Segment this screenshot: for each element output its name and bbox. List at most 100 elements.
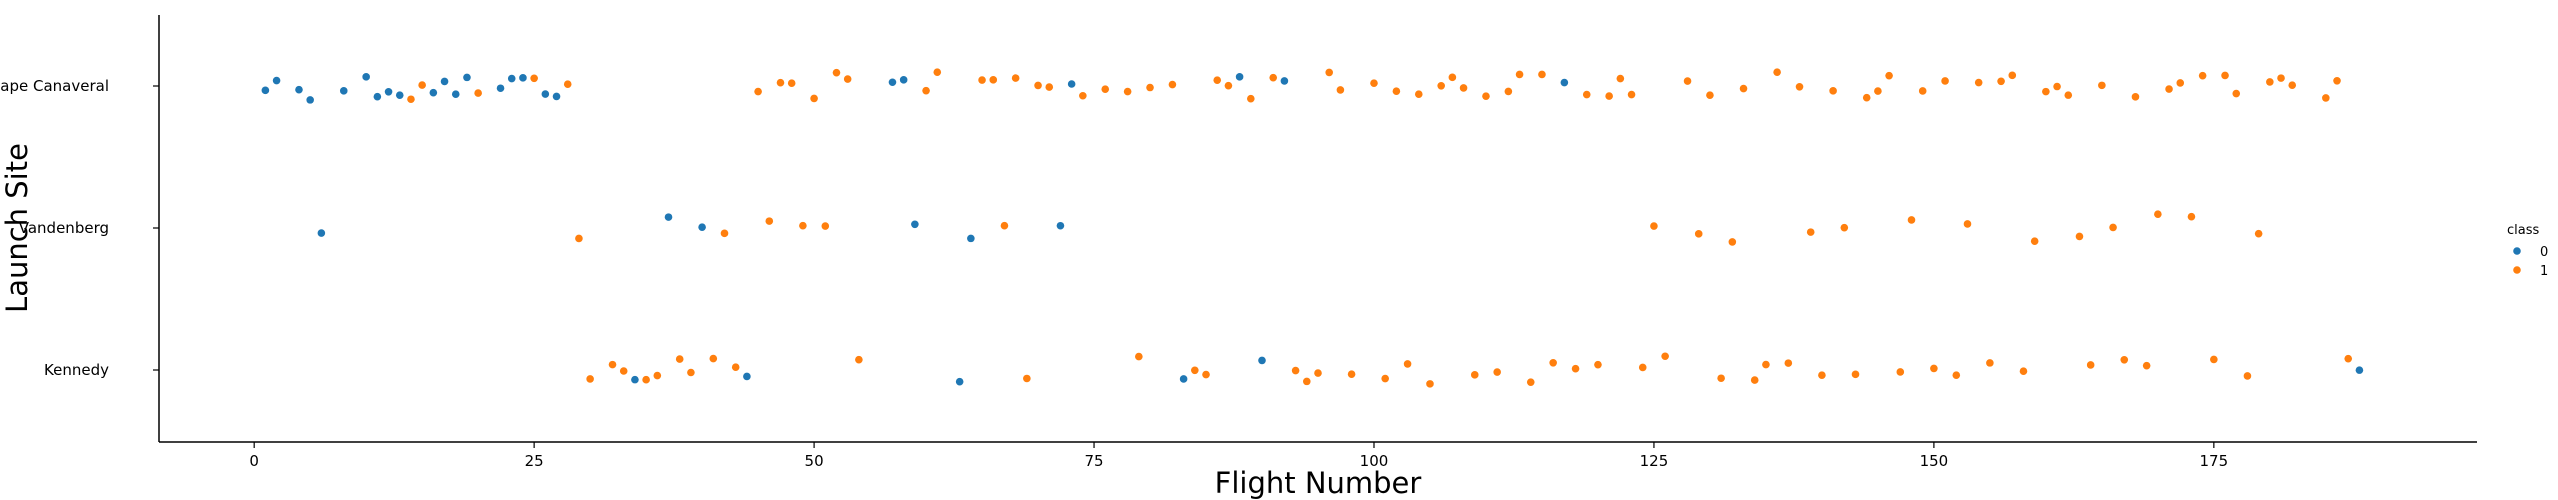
data-point-class-0 — [440, 77, 449, 86]
data-point-class-1 — [642, 375, 650, 384]
data-point-class-1 — [1392, 87, 1401, 95]
legend-marker-class-0 — [2513, 247, 2521, 255]
data-point-class-0 — [888, 78, 897, 87]
data-point-class-0 — [317, 229, 326, 237]
data-point-class-1 — [1661, 352, 1669, 361]
data-point-class-1 — [1526, 378, 1535, 386]
data-point-class-1 — [1829, 87, 1837, 95]
data-point-class-1 — [1482, 92, 1490, 100]
data-point-class-1 — [1806, 228, 1815, 236]
data-point-class-0 — [362, 73, 370, 81]
data-point-class-1 — [1515, 70, 1524, 79]
y-tick-label: Vandenberg — [19, 219, 109, 237]
x-tick-label: 175 — [2200, 452, 2229, 470]
data-point-class-1 — [2198, 71, 2207, 80]
points-layer — [261, 68, 2364, 388]
data-point-class-1 — [1638, 363, 1647, 372]
data-point-class-1 — [855, 355, 863, 364]
x-tick-label: 125 — [1640, 452, 1669, 470]
data-point-class-1 — [1224, 81, 1233, 90]
data-point-class-1 — [1414, 90, 1423, 98]
data-point-class-1 — [1123, 87, 1132, 96]
x-tick-label: 100 — [1360, 452, 1389, 470]
data-point-class-1 — [1448, 73, 1457, 82]
data-point-class-1 — [989, 76, 998, 84]
y-tick-label: Kennedy — [44, 361, 109, 379]
data-point-class-1 — [530, 74, 538, 83]
data-point-class-0 — [395, 91, 404, 99]
data-point-class-1 — [1023, 374, 1031, 383]
data-point-class-1 — [2064, 91, 2073, 99]
data-point-class-1 — [1963, 220, 1972, 228]
data-point-class-0 — [295, 85, 303, 94]
data-point-class-1 — [1426, 380, 1434, 388]
data-point-class-1 — [1381, 374, 1389, 383]
data-point-class-1 — [1627, 90, 1636, 99]
data-point-class-1 — [1605, 92, 1613, 100]
data-point-class-1 — [1795, 83, 1804, 91]
data-point-class-1 — [1918, 87, 1927, 95]
data-point-class-1 — [1582, 90, 1591, 99]
data-point-class-0 — [1056, 221, 1065, 230]
data-point-class-1 — [2086, 361, 2095, 369]
data-point-class-1 — [1403, 360, 1412, 368]
data-point-class-1 — [1706, 91, 1714, 99]
data-point-class-1 — [2266, 78, 2274, 86]
x-tick-label: 75 — [1084, 452, 1103, 470]
data-point-class-1 — [1784, 359, 1793, 367]
data-point-class-1 — [1941, 77, 1949, 85]
data-point-class-1 — [2165, 85, 2173, 93]
data-point-class-1 — [2187, 212, 2196, 221]
data-point-class-1 — [1896, 368, 1905, 376]
data-point-class-1 — [1347, 370, 1356, 378]
x-tick-label: 150 — [1920, 452, 1949, 470]
x-tick-label: 25 — [525, 452, 544, 470]
data-point-class-1 — [2221, 71, 2229, 80]
data-point-class-1 — [1571, 364, 1580, 373]
data-point-class-1 — [810, 94, 818, 103]
data-point-class-1 — [754, 87, 762, 96]
legend-label-class-0: 0 — [2540, 245, 2548, 260]
data-point-class-1 — [1728, 238, 1737, 246]
data-point-class-0 — [2355, 366, 2364, 374]
data-point-class-1 — [575, 234, 583, 243]
x-ticks: 0 25 50 75 100 125 150 175 — [249, 442, 2228, 470]
legend-marker-class-1 — [2513, 266, 2521, 274]
data-point-class-0 — [899, 76, 908, 84]
data-point-class-1 — [2254, 229, 2263, 238]
data-point-class-1 — [1952, 371, 1961, 379]
data-point-class-0 — [743, 372, 751, 381]
data-point-class-0 — [463, 73, 471, 82]
data-point-class-1 — [1470, 371, 1479, 379]
y-ticks: Cape Canaveral Vandenberg Kennedy — [0, 77, 159, 379]
data-point-class-1 — [1907, 216, 1916, 224]
data-point-class-0 — [306, 96, 314, 104]
data-point-class-1 — [2232, 89, 2241, 98]
data-point-class-1 — [1616, 74, 1625, 83]
data-point-class-0 — [519, 74, 527, 82]
data-point-class-0 — [1235, 73, 1244, 81]
data-point-class-1 — [1594, 360, 1602, 369]
data-point-class-1 — [1818, 371, 1826, 380]
data-point-class-0 — [955, 377, 964, 386]
data-point-class-0 — [1067, 80, 1076, 88]
legend: class 0 1 — [2507, 223, 2548, 279]
data-point-class-1 — [1202, 370, 1210, 379]
data-point-class-1 — [2008, 71, 2017, 80]
data-point-class-1 — [1336, 86, 1345, 94]
data-point-class-1 — [608, 360, 617, 369]
data-point-class-1 — [2277, 74, 2285, 82]
data-point-class-1 — [1314, 369, 1322, 377]
data-point-class-1 — [1168, 80, 1177, 89]
data-point-class-1 — [1146, 83, 1154, 92]
data-point-class-1 — [2042, 87, 2050, 96]
data-point-class-0 — [664, 213, 673, 221]
data-point-class-0 — [967, 234, 975, 243]
data-point-class-1 — [1538, 70, 1546, 79]
x-axis-label: Flight Number — [1215, 466, 1422, 500]
y-tick-label: Cape Canaveral — [0, 77, 109, 95]
data-point-class-1 — [2322, 94, 2330, 102]
data-point-class-1 — [1291, 366, 1300, 375]
data-point-class-1 — [2120, 356, 2129, 364]
